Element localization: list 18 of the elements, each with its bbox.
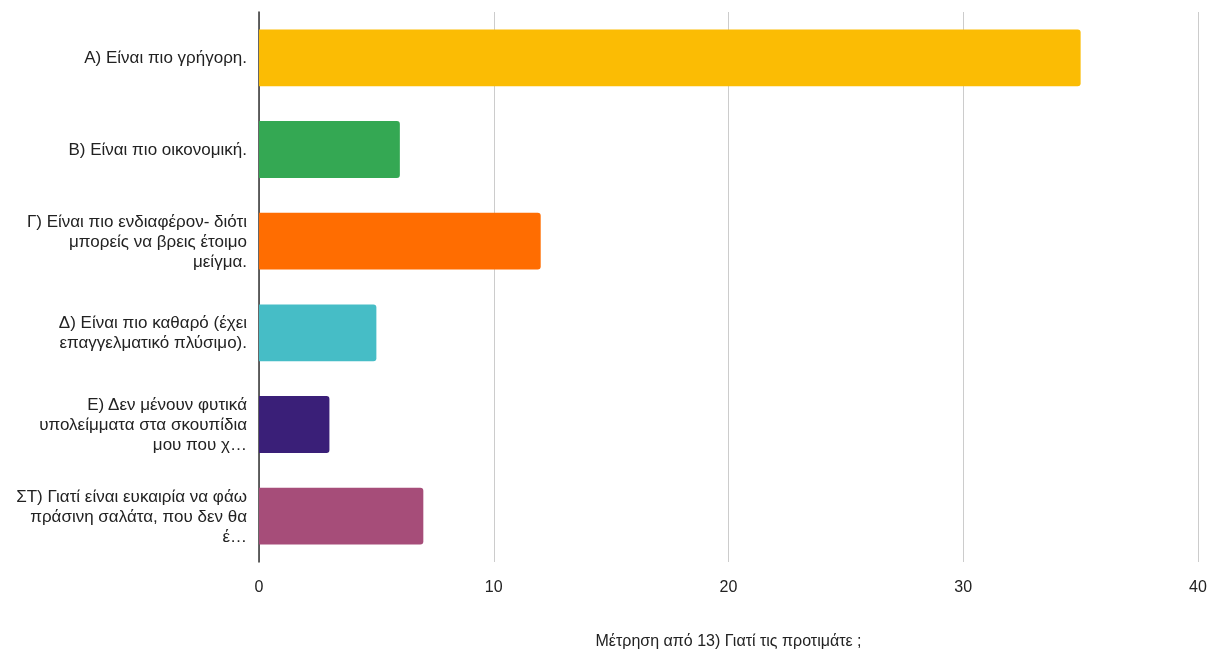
x-tick-label: 0 — [254, 577, 264, 595]
y-tick-label: Ε) Δεν μένουν φυτικά υπολείμματα στα σκουπίδια μου που χ… — [39, 395, 248, 454]
bar — [259, 487, 424, 545]
bar — [259, 29, 1081, 87]
x-axis-title: Μέτρηση από 13) Γιατί τις προτιμάτε ; — [595, 631, 862, 649]
bar — [259, 396, 330, 453]
y-tick-label: ΣΤ) Γιατί είναι ευκαιρία να φάω πράσινη σαλάτα, που δεν θα έ… — [16, 486, 248, 546]
y-tick-label: Β) Είναι πιο οικονομική. — [68, 140, 247, 159]
x-tick-label: 20 — [719, 577, 738, 595]
bar — [259, 304, 377, 362]
y-tick-label: Α) Είναι πιο γρήγορη. — [84, 48, 247, 68]
bar — [259, 121, 400, 178]
x-tick-label: 30 — [954, 577, 973, 595]
bar — [259, 212, 541, 270]
x-tick-label: 40 — [1189, 577, 1207, 595]
y-tick-label: Δ) Είναι πιο καθαρό (έχει επαγγελματικό πλύσιμο). — [58, 313, 248, 353]
x-tick-label: 10 — [484, 577, 503, 595]
y-tick-label: Γ) Είναι πιο ενδιαφέρον- διότι μπορείς να βρεις έτοιμο μείγμα. — [26, 211, 248, 271]
